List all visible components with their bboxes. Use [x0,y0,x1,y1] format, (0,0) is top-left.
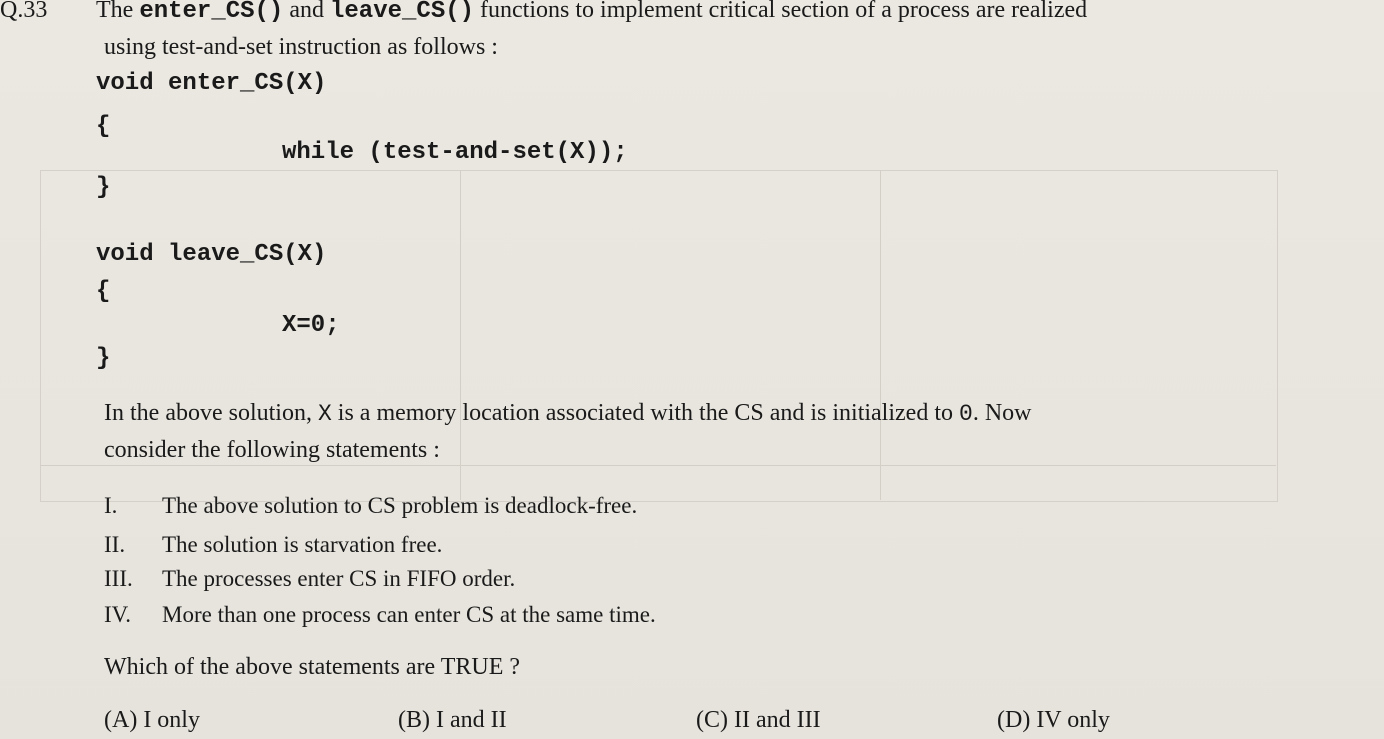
statement-roman-numeral: I. [104,493,118,518]
statement-text: The solution is starvation free. [162,532,443,557]
question-intro-line2: using test-and-set instruction as follow… [104,34,498,60]
statement-roman-numeral: IV. [104,602,132,627]
initial-value: 0 [959,401,973,427]
code-leave-signature: void leave_CS(X) [96,241,327,268]
code-open-brace: { [96,113,111,140]
variable-x: X [317,401,332,427]
bleed-through-divider [40,465,1276,466]
code-close-brace: } [96,345,111,372]
enter-cs-function: enter_CS() [139,0,284,25]
explanation-line2: consider the following statements : [104,437,440,463]
code-while-loop: while (test-and-set(X)); [282,139,628,166]
option-d[interactable]: (D) IV only [997,707,1110,733]
question-number: Q.33 [0,0,48,23]
bleed-through-divider [460,170,461,500]
option-a[interactable]: (A) I only [104,707,200,733]
code-open-brace: { [96,278,111,305]
statement-text: The processes enter CS in FIFO order. [162,566,516,591]
statement-text: More than one process can enter CS at th… [162,602,656,627]
statement-roman-numeral: III. [104,566,133,591]
leave-cs-function: leave_CS() [330,0,475,25]
question-prompt: Which of the above statements are TRUE ? [104,654,521,680]
bleed-through-divider [880,170,881,500]
explanation-line1: In the above solution, X is a memory loc… [104,400,1032,427]
question-intro-line1: The enter_CS() and leave_CS() functions … [96,0,1088,25]
bleed-through-table [40,170,1278,502]
option-b[interactable]: (B) I and II [398,707,507,733]
option-c[interactable]: (C) II and III [696,707,821,733]
code-close-brace: } [96,174,111,201]
code-assign-zero: X=0; [282,312,340,339]
statement-text: The above solution to CS problem is dead… [162,493,638,518]
statement-roman-numeral: II. [104,532,126,557]
code-enter-signature: void enter_CS(X) [96,70,327,97]
